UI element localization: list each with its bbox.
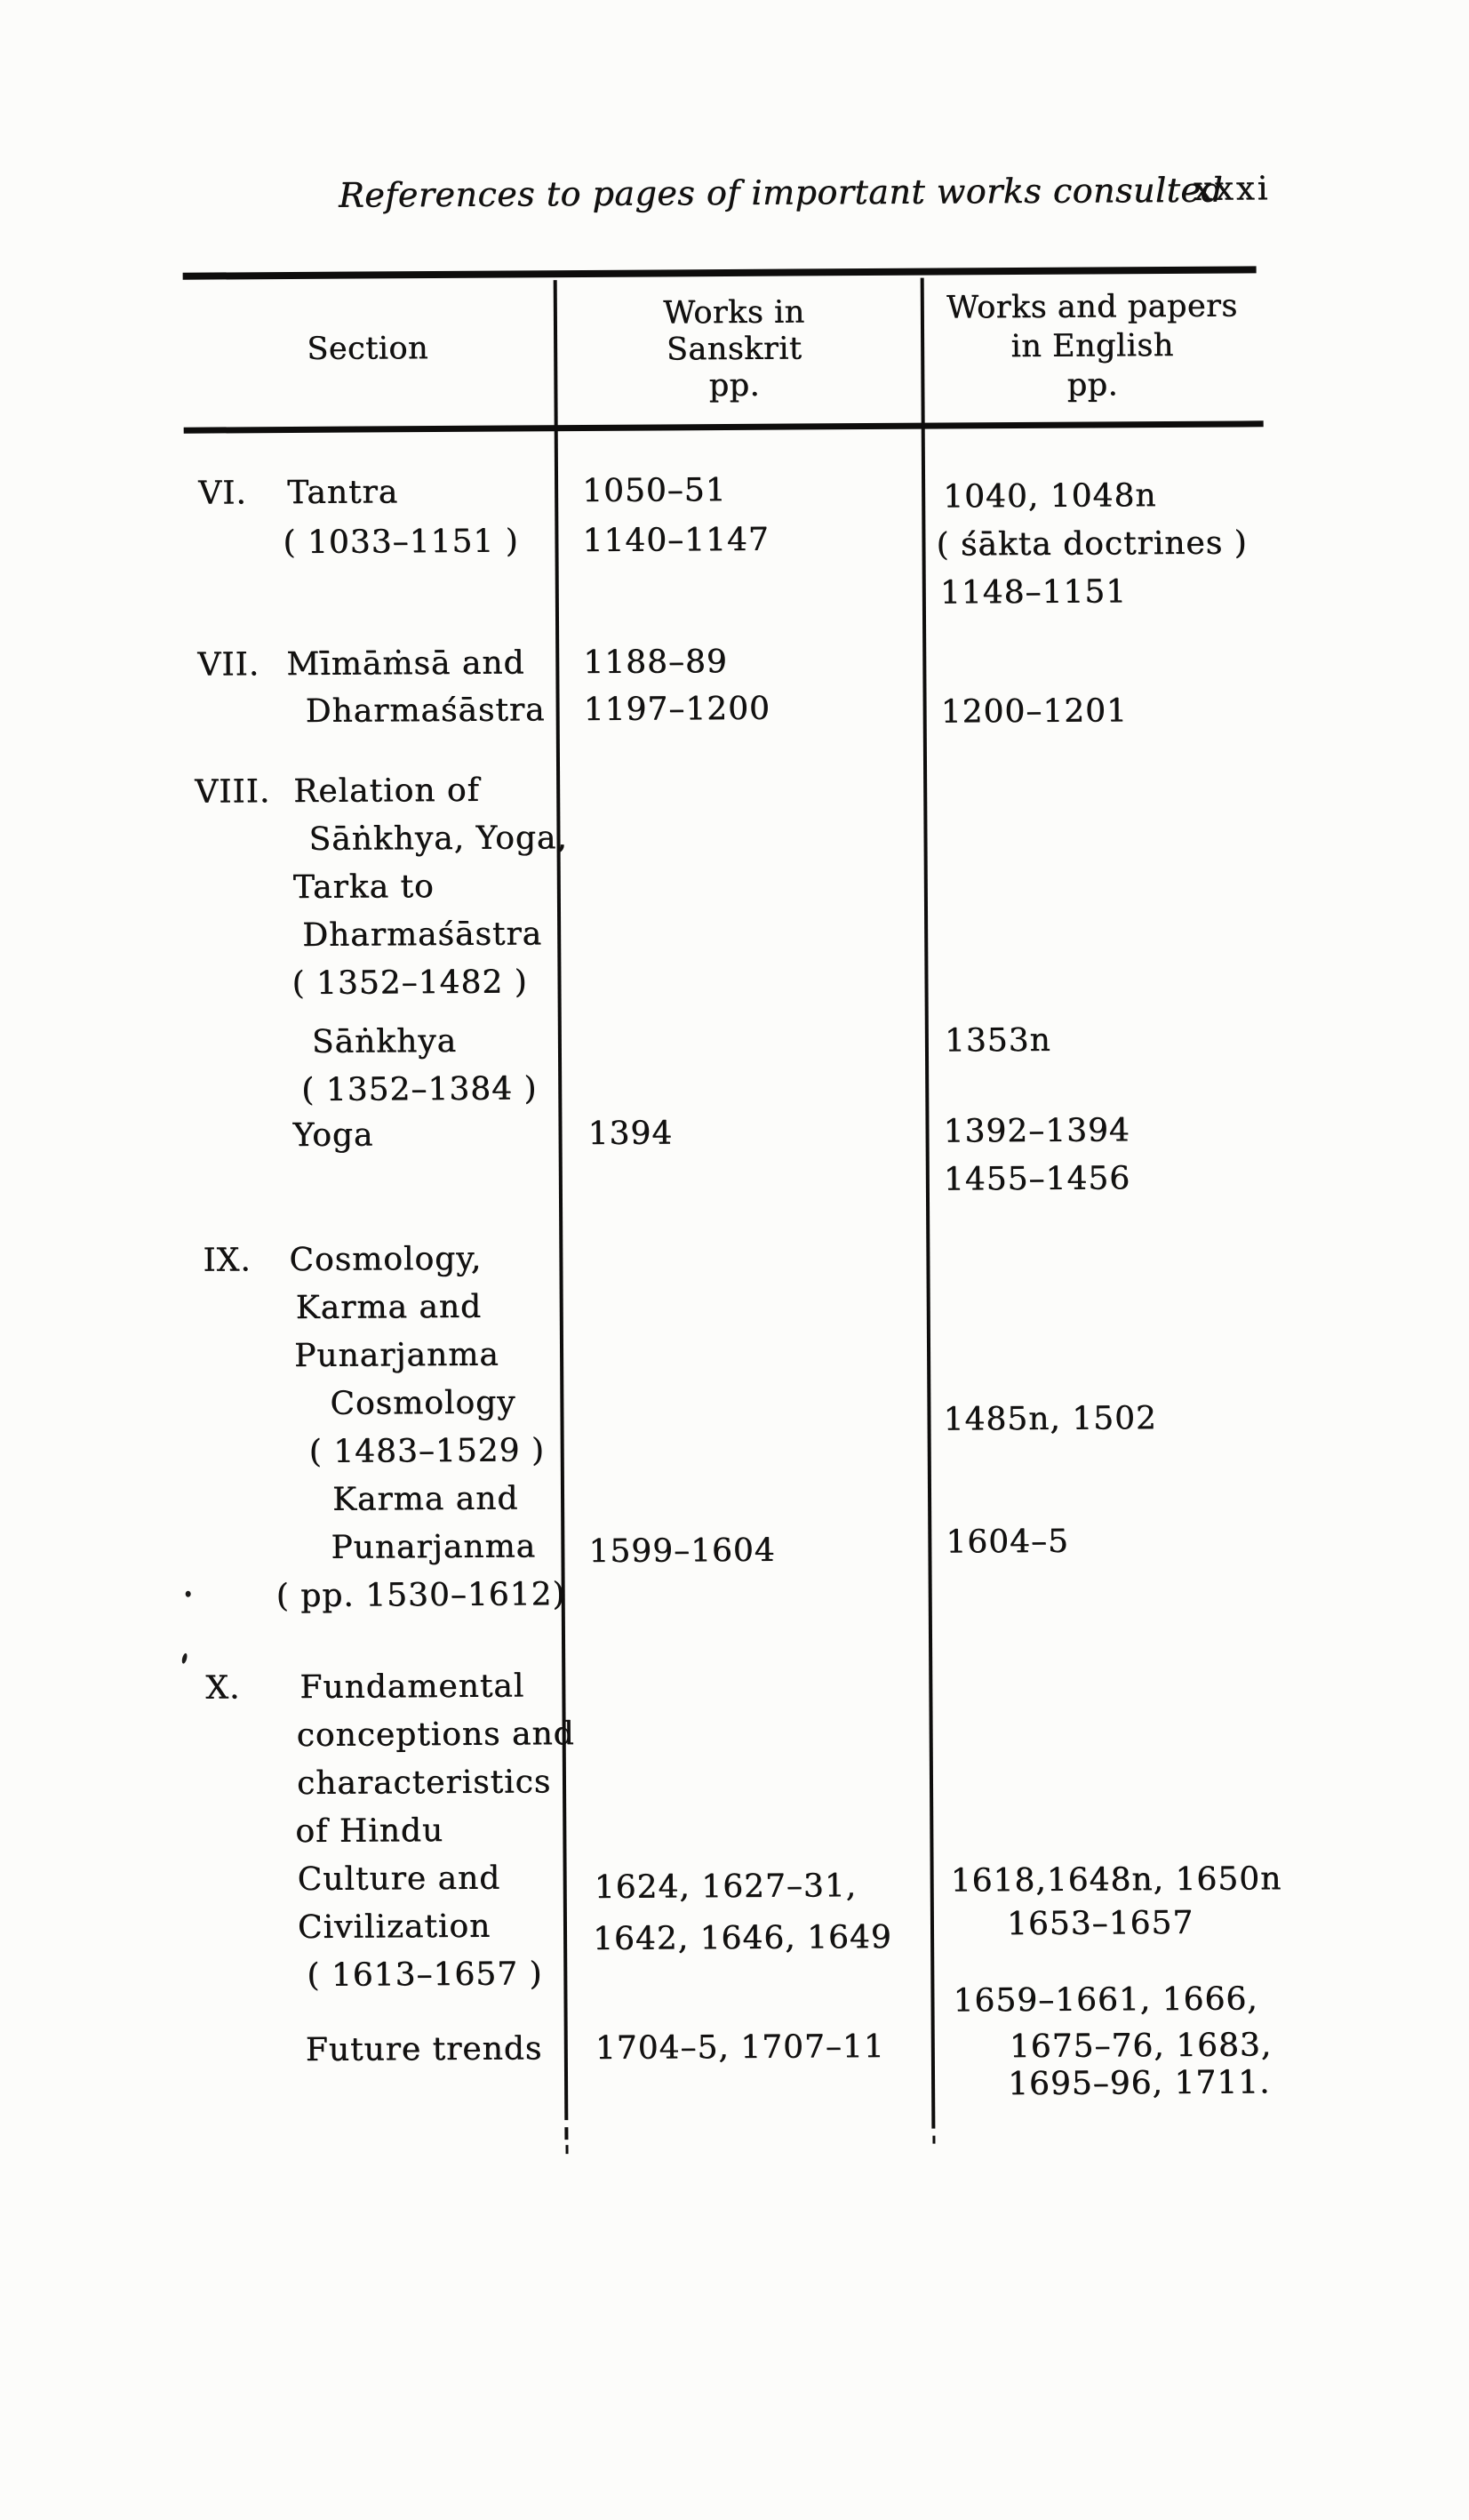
subitem-label-line: Karma and [331,1480,519,1518]
section-title-line: ( 1033–1151 ) [283,523,519,562]
ink-speck [180,1652,188,1665]
folio-number: xxxi [1193,169,1271,208]
english-pages-line: 1653–1657 [1006,1904,1194,1943]
column-divider-1 [553,280,569,2121]
ink-speck [185,1590,191,1597]
subitem-label-line: Yoga [292,1116,374,1154]
section-title-line: Relation of [293,772,480,810]
section-numeral: VI. [198,475,247,512]
english-pages-line: 1353n [944,1021,1051,1060]
section-title-line: Civilization [297,1908,491,1946]
english-pages-line: 1675–76, 1683, [1009,2027,1273,2066]
section-numeral: VIII. [195,773,271,811]
section-title-line: Dharmaśāstra [305,692,546,730]
english-pages-line: 1392–1394 [943,1112,1130,1150]
column-header-english-line: in English [1010,327,1174,365]
column-header-sanskrit-line: Sanskrit [666,331,802,368]
section-title-line: Mīmāṁsā and [286,644,525,684]
section-title-line: Dharmaśāstra [302,916,543,954]
column-header-sanskrit-line: Works in [663,294,805,332]
section-title-line: characteristics [296,1764,552,1802]
section-title-line: Tarka to [292,868,435,906]
section-numeral: IX. [203,1242,251,1279]
english-pages-line: ( śākta doctrines ) [936,524,1248,564]
section-title-line: Culture and [297,1860,501,1898]
section-title-line: Punarjanma [293,1336,499,1374]
sanskrit-pages-line: 1050–51 [582,472,727,509]
section-title-line: Tantra [287,474,399,512]
english-pages-line: 1455–1456 [943,1160,1131,1198]
section-title-line: Karma and [295,1288,483,1326]
subitem-label-line: Cosmology [330,1384,516,1422]
column-header-english-line: Works and papers [946,288,1238,326]
column-divider-1-tail [564,2127,569,2140]
subitem-label-line: Punarjanma [331,1528,537,1566]
column-header-english-line: pp. [1066,367,1119,404]
section-title-line: of Hindu [295,1812,444,1850]
column-divider-1-tail-2 [565,2145,569,2155]
column-header-sanskrit: Works in Sanskrit pp. [555,294,914,405]
english-pages-line: 1604–5 [946,1523,1070,1561]
sanskrit-pages-line: 1704–5, 1707–11 [595,2028,885,2067]
column-header-section-label: Section [307,331,429,367]
section-title-line: Cosmology, [289,1240,483,1279]
section-title-line: ( 1352–1482 ) [291,964,528,1002]
english-pages-line: 1659–1661, 1666, [953,1980,1258,2020]
sanskrit-pages-line: 1624, 1627–31, [594,1868,858,1906]
section-range-note: ( pp. 1530–1612) [275,1576,566,1615]
table-top-rule [182,266,1257,280]
english-pages-line: 1485n, 1502 [943,1400,1157,1438]
section-title-line: ( 1613–1657 ) [307,1956,543,1994]
subitem-label-line: ( 1352–1384 ) [301,1070,538,1108]
english-pages-line: 1695–96, 1711. [1007,2064,1271,2103]
column-divider-2-tail [932,2135,936,2144]
column-header-sanskrit-line: pp. [708,367,761,404]
sanskrit-pages-line: 1642, 1646, 1649 [592,1918,892,1957]
column-divider-2 [920,277,936,2129]
section-title-line: Fundamental [299,1668,525,1706]
sanskrit-pages-line: 1140–1147 [582,521,770,559]
table-header-rule [183,420,1264,434]
running-head-title: References to pages of important works c… [338,170,1224,215]
column-header-english: Works and papers in English pp. [926,286,1259,405]
english-pages-line: 1148–1151 [939,573,1128,612]
section-numeral: VII. [197,646,260,684]
english-pages-line: 1040, 1048n [943,477,1157,516]
column-header-section: Section [183,330,552,368]
subitem-label-line: Sāṅkhya [311,1022,458,1060]
sanskrit-pages-line: 1188–89 [583,643,728,681]
sanskrit-pages-line: 1394 [587,1115,674,1152]
subitem-label-line: ( 1483–1529 ) [308,1432,546,1470]
sanskrit-pages-line: 1599–1604 [588,1532,776,1570]
english-pages-line: 1618,1648n, 1650n [950,1860,1282,1900]
section-title-line: Sāṅkhya, Yoga, [308,820,568,858]
english-pages-line: 1200–1201 [940,692,1129,731]
section-numeral: X. [205,1669,241,1707]
subitem-label-line: Future trends [305,2030,543,2068]
sanskrit-pages-line: 1197–1200 [583,690,770,728]
section-title-line: conceptions and [296,1716,575,1754]
